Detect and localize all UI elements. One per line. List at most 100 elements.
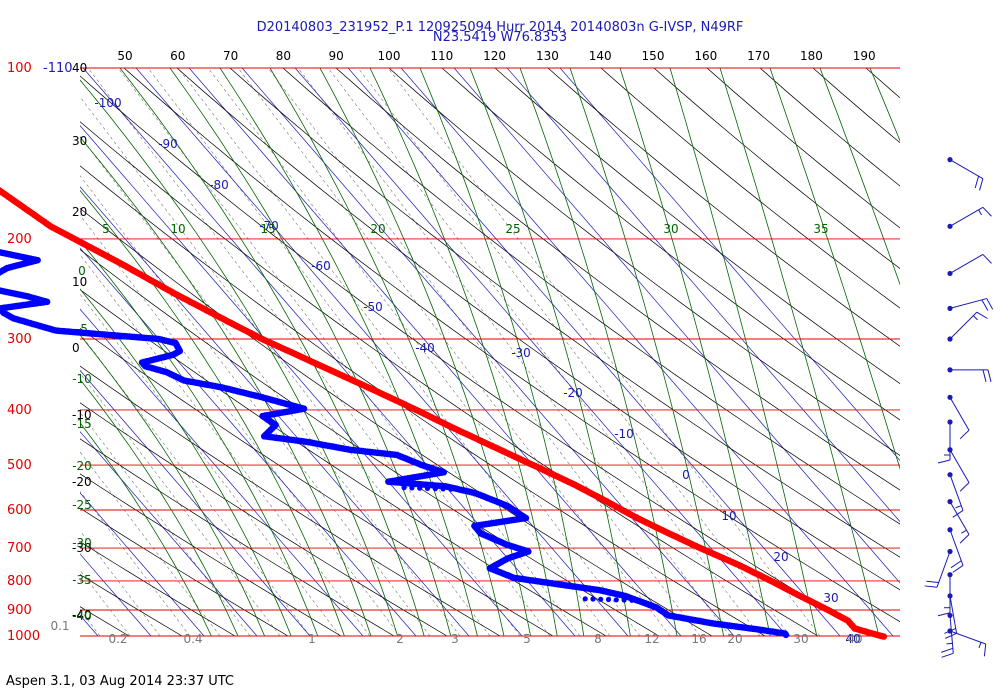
wind-barb-flag bbox=[941, 652, 954, 658]
height-tick-label: 40 bbox=[72, 61, 87, 75]
moist-adiabat-line bbox=[419, 68, 585, 636]
dewpoint-point bbox=[95, 331, 101, 337]
mixing-ratio-line bbox=[80, 175, 431, 636]
mixing-ratio-label: 5 bbox=[523, 632, 531, 646]
chart-title-line1: D20140803_231952_P.1 120925094 Hurr 2014… bbox=[256, 20, 744, 35]
mixing-ratio-label: 0.2 bbox=[108, 632, 127, 646]
mixing-ratio-line bbox=[80, 293, 341, 636]
wind-barb bbox=[947, 394, 970, 440]
isotherm-line bbox=[80, 125, 523, 636]
isotherm-label: -70 bbox=[259, 219, 279, 233]
wind-barb-half-flag bbox=[955, 505, 962, 509]
mixing-ratio-line bbox=[80, 451, 221, 636]
dewpoint-point bbox=[409, 485, 415, 491]
dewpoint-point bbox=[440, 486, 446, 492]
dewpoint-point bbox=[102, 332, 109, 338]
isotherm-line bbox=[559, 68, 900, 462]
wind-barb-staff bbox=[949, 529, 964, 566]
wind-barb-flag bbox=[981, 299, 989, 311]
wind-barb-staff bbox=[949, 159, 984, 180]
wind-barb-half-flag bbox=[961, 529, 967, 534]
pressure-tick-label: 100 bbox=[7, 61, 32, 76]
left-green-label: -25 bbox=[72, 498, 92, 512]
mixing-ratio-line bbox=[237, 68, 671, 636]
mixing-ratio-label: 30 bbox=[793, 632, 808, 646]
moist-adiabat-line bbox=[469, 68, 631, 636]
wind-barb-flag bbox=[941, 647, 954, 653]
theta-tick-label: 120 bbox=[483, 49, 506, 63]
dewpoint-point bbox=[133, 334, 139, 340]
theta-tick-label: 90 bbox=[329, 49, 344, 63]
moist-adiabat-label: 15 bbox=[260, 222, 275, 236]
wind-barb-flag bbox=[952, 509, 964, 518]
wind-barb-staff bbox=[936, 551, 951, 588]
dewpoint-point bbox=[110, 332, 116, 338]
dewpoint-point bbox=[605, 596, 612, 603]
dewpoint-point bbox=[582, 596, 588, 602]
dry-adiabat-line bbox=[80, 438, 395, 636]
wind-barb-flag bbox=[982, 254, 992, 264]
wind-barb bbox=[947, 628, 987, 657]
dry-adiabat-line bbox=[972, 68, 1000, 636]
wind-barb bbox=[941, 612, 954, 658]
dry-adiabat-line bbox=[80, 207, 713, 636]
moist-adiabat-label: 35 bbox=[813, 222, 828, 236]
moist-adiabat-line bbox=[519, 68, 678, 636]
wind-barb-flag bbox=[974, 176, 980, 189]
theta-tick-label: 110 bbox=[430, 49, 453, 63]
wind-barb-flag bbox=[982, 369, 987, 383]
mixing-ratio-label: 8 bbox=[594, 632, 602, 646]
height-tick-label: 0 bbox=[72, 341, 80, 355]
wind-barb bbox=[947, 367, 992, 383]
dewpoint-point bbox=[72, 329, 78, 335]
dewpoint-point bbox=[417, 485, 423, 491]
dewpoint-point bbox=[80, 330, 86, 336]
moist-adiabat-label: 25 bbox=[505, 222, 520, 236]
dry-adiabat-line bbox=[80, 473, 342, 636]
height-tick-label: 20 bbox=[72, 205, 87, 219]
isotherm-line bbox=[80, 186, 470, 636]
dry-adiabat-line bbox=[865, 68, 900, 99]
moist-adiabat-label: 10 bbox=[170, 222, 185, 236]
isotherm-line bbox=[80, 492, 205, 636]
wind-barb bbox=[947, 206, 992, 229]
wind-barb-staff bbox=[949, 501, 970, 535]
moist-adiabat-line bbox=[719, 68, 880, 636]
wind-barb-staff bbox=[949, 254, 984, 274]
left-green-label: 0 bbox=[78, 264, 86, 278]
isotherm-label: -40 bbox=[415, 341, 435, 355]
pressure-tick-label: 300 bbox=[7, 332, 32, 347]
wind-barb-staff bbox=[949, 449, 970, 483]
dry-adiabat-line bbox=[706, 68, 900, 229]
left-green-label: -30 bbox=[72, 536, 92, 550]
mixing-ratio-label: 12 bbox=[644, 632, 659, 646]
wind-barb-flag bbox=[959, 429, 970, 440]
mixing-ratio-line bbox=[87, 68, 521, 636]
dewpoint-point bbox=[125, 333, 131, 340]
isotherm-label: -80 bbox=[209, 178, 229, 192]
moist-adiabat-line bbox=[80, 240, 319, 636]
wind-barb bbox=[947, 157, 984, 191]
height-tick-label: -30 bbox=[72, 541, 92, 555]
pressure-tick-label: 200 bbox=[7, 232, 32, 247]
mixing-ratio-line bbox=[80, 333, 311, 636]
dry-adiabat-line bbox=[653, 68, 900, 269]
isotherm-line bbox=[294, 68, 788, 636]
dewpoint-point bbox=[148, 335, 154, 341]
dewpoint-point bbox=[590, 596, 596, 602]
isotherm-label: -90 bbox=[158, 137, 178, 151]
wind-barb-flag bbox=[979, 178, 984, 191]
wind-barb bbox=[947, 447, 970, 492]
mixing-ratio-label: 20 bbox=[727, 632, 742, 646]
moist-adiabat-line bbox=[80, 79, 398, 636]
wind-barb-flag bbox=[959, 534, 970, 544]
theta-tick-label: 150 bbox=[642, 49, 665, 63]
moist-adiabat-line bbox=[80, 288, 292, 636]
isotherm-line bbox=[82, 68, 576, 636]
mixing-ratio-line bbox=[147, 68, 581, 636]
dewpoint-point bbox=[448, 486, 454, 492]
wind-barb-half-flag bbox=[978, 642, 982, 649]
wind-barb-staff bbox=[949, 595, 958, 634]
dry-adiabat-line bbox=[600, 68, 900, 309]
wind-barb-flag bbox=[937, 459, 951, 464]
